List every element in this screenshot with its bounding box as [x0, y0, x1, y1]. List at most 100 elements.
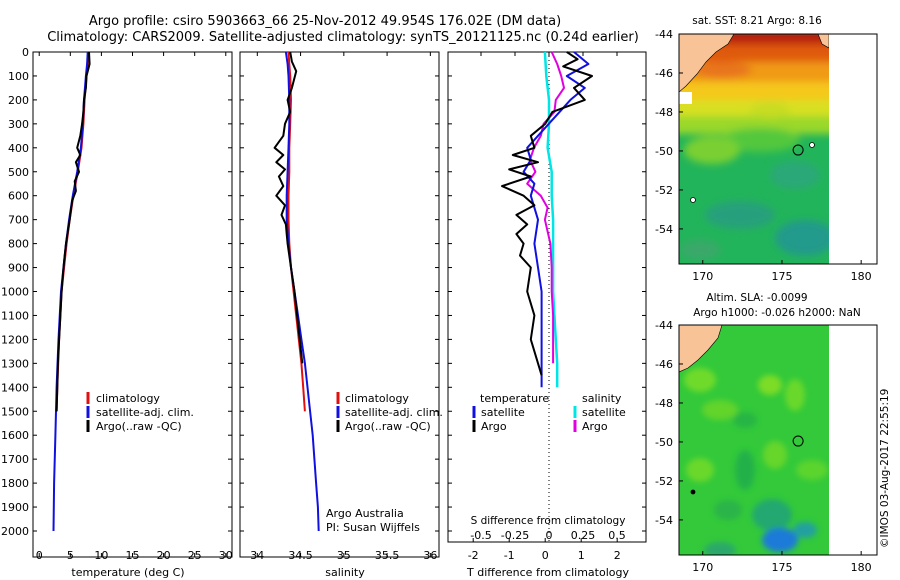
- salinity-axis-label: salinity: [325, 566, 365, 579]
- s-difference-axis-tick-label: 0.5: [608, 529, 626, 542]
- salinity-axis-tick-label: 35: [337, 549, 351, 562]
- latitude-tick-label: -48: [655, 106, 673, 119]
- temperature-axis-tick-label: 30: [219, 549, 233, 562]
- depth-tick-label: 1300: [1, 357, 29, 370]
- latitude-tick-label: -52: [655, 184, 673, 197]
- longitude-tick-label: 175: [771, 561, 792, 574]
- salinity-profile-lines: [273, 51, 320, 532]
- t-difference-axis-tick-label: -2: [468, 549, 479, 562]
- s-difference-axis-tick-label: -0.5: [470, 529, 491, 542]
- argo-float-circle: [792, 144, 804, 156]
- temperature-axis-tick-label: 0: [36, 549, 43, 562]
- t-satellite-difference-line: [522, 51, 590, 388]
- legend-label-s-satellite: satellite: [582, 406, 626, 419]
- temperature-axis-tick-label: 15: [126, 549, 140, 562]
- depth-tick-label: 400: [8, 142, 29, 155]
- legend-label-t-argo: Argo: [481, 420, 507, 433]
- temperature-axis-ticks: 0 5 10 15 20 25 30: [36, 52, 233, 562]
- depth-tick-label: 1100: [1, 309, 29, 322]
- temperature-profile-lines: [52, 51, 91, 532]
- depth-tick-label: 1900: [1, 501, 29, 514]
- salinity-plot-frame: [239, 51, 440, 558]
- argo-position-marker: [792, 435, 804, 447]
- temperature-axis-label: temperature (deg C): [71, 566, 184, 579]
- temperature-plot-frame: [32, 51, 233, 558]
- no-data-region: [829, 34, 877, 264]
- latitude-tick-label: -54: [655, 514, 673, 527]
- difference-profile-lines: [501, 51, 593, 388]
- pi-credit: PI: Susan Wijffels: [326, 521, 420, 534]
- t-difference-axis-tick-label: -1: [504, 549, 515, 562]
- land-mass: [817, 34, 829, 49]
- sst-map-title: sat. SST: 8.21 Argo: 8.16: [692, 15, 822, 27]
- difference-legend: temperature satellite Argo salinity sate…: [472, 392, 626, 433]
- figure-title-line1: Argo profile: csiro 5903663_66 25-Nov-20…: [89, 14, 561, 29]
- t-difference-axis-label: T difference from climatology: [466, 566, 629, 579]
- salinity-panel: 34 34.5 35 35.5 36 salinity climatology sate…: [239, 51, 443, 579]
- longitude-tick-label: 170: [692, 561, 713, 574]
- program-credit: Argo Australia: [326, 507, 404, 520]
- sst-map-field: [679, 34, 877, 264]
- sla-map-title-line1: Altim. SLA: -0.0099: [706, 292, 807, 304]
- legend-label-climatology: climatology: [345, 392, 409, 405]
- land-mass: [679, 34, 735, 93]
- depth-tick-label: 700: [8, 214, 29, 227]
- depth-tick-label: 1200: [1, 333, 29, 346]
- salinity-legend: climatology satellite-adj. clim. Argo(..…: [336, 392, 443, 433]
- difference-plot-frame: [447, 51, 647, 543]
- other-float-marker: [690, 489, 696, 495]
- temperature-axis-tick-label: 5: [67, 549, 74, 562]
- salinity-axis-ticks: 34 34.5 35 35.5 36: [250, 52, 437, 562]
- s-difference-axis-tick-label: 0: [546, 529, 553, 542]
- t-difference-axis-tick-label: 1: [578, 549, 585, 562]
- latitude-tick-label: -48: [655, 397, 673, 410]
- argo-position-marker: [792, 144, 804, 156]
- temperature-axis-tick-label: 20: [157, 549, 171, 562]
- difference-panel: -2 -1 0 1 2 -0.5 -0.25 0 0.25 0.5 S difference f…: [447, 51, 647, 579]
- depth-tick-label: 0: [22, 46, 29, 59]
- longitude-tick-label: 175: [771, 270, 792, 283]
- land-mass: [679, 325, 723, 373]
- figure-title-line2: Climatology: CARS2009. Satellite-adjuste…: [47, 30, 639, 45]
- legend-label-s-argo: Argo: [582, 420, 608, 433]
- legend-label-argo: Argo(..raw -QC): [345, 420, 431, 433]
- longitude-tick-label: 180: [851, 270, 872, 283]
- depth-tick-label: 1000: [1, 286, 29, 299]
- sla-map-panel: Altim. SLA: -0.0099 Argo h1000: -0.026 h…: [655, 292, 878, 574]
- other-float-marker: [809, 142, 815, 148]
- latitude-tick-label: -50: [655, 436, 673, 449]
- latitude-tick-label: -44: [655, 28, 673, 41]
- t-difference-axis-tick-label: 0: [542, 549, 549, 562]
- depth-tick-label: 1500: [1, 405, 29, 418]
- s-difference-axis-tick-label: -0.25: [501, 529, 529, 542]
- depth-tick-label: 600: [8, 190, 29, 203]
- legend-header-temperature: temperature: [480, 392, 549, 405]
- depth-tick-label: 300: [8, 118, 29, 131]
- argo-salinity-line: [273, 51, 304, 364]
- depth-axis-ticks: 0 100 200 300 400 500 600 700 800 900 1000 1100 1200…: [1, 46, 232, 538]
- legend-label-satellite: satellite-adj. clim.: [345, 406, 443, 419]
- legend-label-argo: Argo(..raw -QC): [96, 420, 182, 433]
- depth-tick-label: 900: [8, 262, 29, 275]
- temperature-panel: 0100200300400500600700800900100011001200…: [1, 46, 233, 579]
- sla-map-title-line2: Argo h1000: -0.026 h2000: NaN: [693, 307, 861, 319]
- salinity-depth-ticks: [240, 51, 439, 532]
- sst-map-frame: [678, 33, 878, 265]
- no-data-region: [829, 325, 877, 555]
- latitude-tick-label: -50: [655, 145, 673, 158]
- temperature-axis-tick-label: 10: [94, 549, 108, 562]
- sla-map-axis-ticks: 170 175 180 -44 -46 -48 -50 -52 -54: [655, 319, 872, 574]
- timestamp-credit: ©IMOS 03-Aug-2017 22:55:19: [879, 389, 891, 548]
- argo-temperature-line: [55, 51, 91, 412]
- s-difference-axis-ticks: -0.5 -0.25 0 0.25 0.5: [470, 52, 626, 542]
- s-argo-difference-line: [526, 51, 565, 364]
- temperature-axis-tick-label: 25: [188, 549, 202, 562]
- sla-map-frame: [678, 324, 878, 556]
- t-difference-axis-tick-label: 2: [614, 549, 621, 562]
- t-argo-difference-line: [501, 51, 593, 376]
- latitude-tick-label: -44: [655, 319, 673, 332]
- t-difference-axis-ticks: -2 -1 0 1 2: [468, 538, 621, 562]
- latitude-tick-label: -46: [655, 358, 673, 371]
- sst-map-axis-ticks: 170 175 180 -44 -46 -48 -50 -52 -54: [655, 28, 872, 283]
